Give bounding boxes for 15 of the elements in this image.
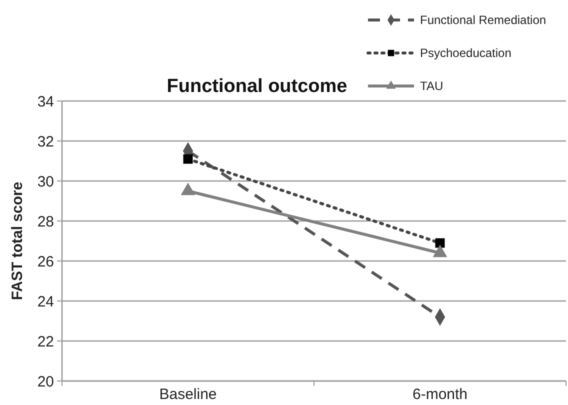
- x-tick-label: Baseline: [159, 386, 217, 403]
- y-tick-label: 32: [37, 133, 54, 150]
- chart-title: Functional outcome: [166, 76, 348, 97]
- y-tick-label: 24: [37, 293, 54, 310]
- y-axis-title: FAST total score: [9, 182, 26, 300]
- legend-label: Psychoeducation: [420, 46, 512, 60]
- x-tick-label: 6-month: [412, 386, 468, 403]
- y-tick-label: 26: [37, 253, 54, 270]
- y-tick-label: 28: [37, 213, 54, 230]
- legend-label: Functional Remediation: [420, 13, 546, 28]
- y-tick-label: 22: [37, 333, 54, 350]
- y-tick-label: 34: [37, 93, 54, 110]
- legend-label: TAU: [420, 79, 444, 94]
- y-tick-label: 30: [37, 173, 54, 190]
- y-tick-label: 20: [37, 373, 54, 390]
